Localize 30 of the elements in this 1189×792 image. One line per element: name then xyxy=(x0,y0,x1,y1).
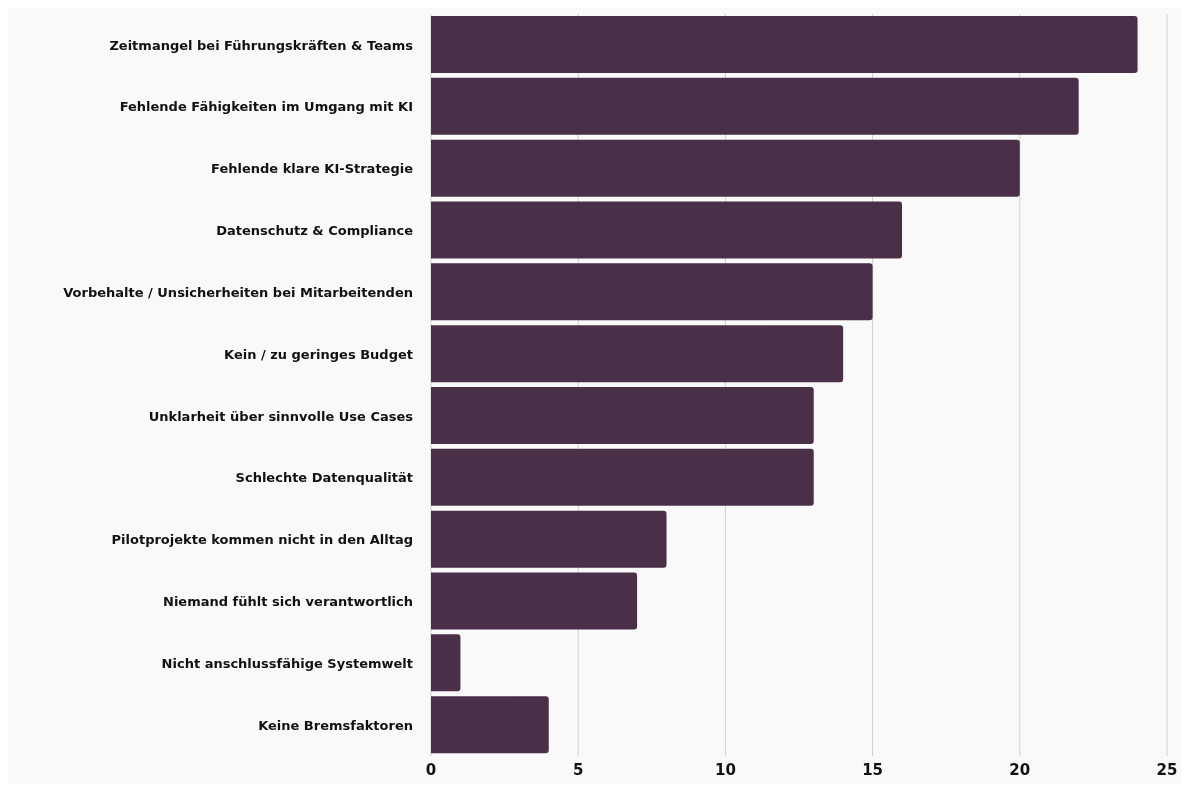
bar xyxy=(431,696,549,754)
bar xyxy=(431,510,667,568)
y-tick-label: Fehlende Fähigkeiten im Umgang mit KI xyxy=(119,99,413,115)
y-tick-label: Fehlende klare KI-Strategie xyxy=(211,161,414,177)
bar xyxy=(431,448,814,506)
y-tick-label: Niemand fühlt sich verantwortlich xyxy=(163,594,413,610)
bar xyxy=(431,387,814,444)
y-tick-label: Zeitmangel bei Führungskräften & Teams xyxy=(109,37,414,53)
bar xyxy=(431,201,903,259)
x-tick-label: 5 xyxy=(572,760,584,779)
y-tick-label: Kein / zu geringes Budget xyxy=(224,346,413,362)
bar xyxy=(431,139,1020,197)
y-tick-label: Nicht anschlussfähige Systemwelt xyxy=(161,655,413,671)
y-tick-label: Vorbehalte / Unsicherheiten bei Mitarbeitenden xyxy=(63,284,413,300)
x-tick-label: 15 xyxy=(862,760,884,779)
bar xyxy=(431,263,873,321)
y-tick-label: Datenschutz & Compliance xyxy=(216,223,414,239)
x-tick-label: 0 xyxy=(425,760,437,779)
x-tick-label: 10 xyxy=(714,760,736,779)
x-tick-label: 25 xyxy=(1156,760,1178,779)
y-tick-label: Schlechte Datenqualität xyxy=(235,470,413,486)
y-tick-label: Unklarheit über sinnvolle Use Cases xyxy=(148,408,414,424)
y-tick-label: Keine Bremsfaktoren xyxy=(258,717,413,733)
bar xyxy=(431,16,1138,73)
bar xyxy=(431,634,461,692)
x-tick-label: 20 xyxy=(1009,760,1031,779)
bar xyxy=(431,77,1079,135)
bar xyxy=(431,325,844,383)
y-tick-label: Pilotprojekte kommen nicht in den Alltag xyxy=(111,532,413,548)
bar xyxy=(431,572,638,630)
